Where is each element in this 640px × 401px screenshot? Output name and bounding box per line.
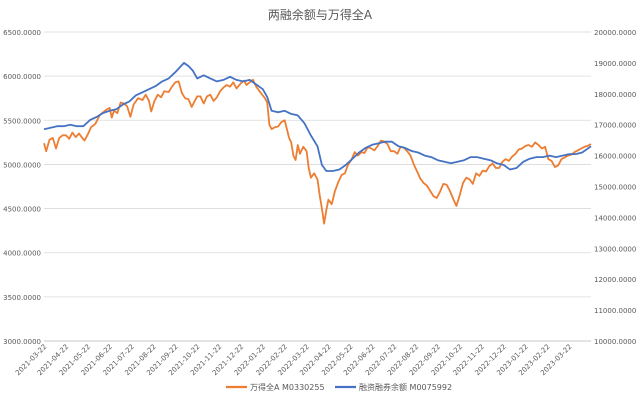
left-axis: 3000.0000 3500.0000 4000.0000 4500.0000 5000… [3, 29, 41, 346]
right-tick-label: 17000.0000 [594, 122, 636, 130]
chart-title: 两融余额与万得全A [268, 7, 373, 22]
right-tick-label: 14000.0000 [594, 214, 636, 222]
right-tick-label: 18000.0000 [594, 91, 636, 99]
legend: 万得全A M0330255 融资融券余额 M0075992 [226, 382, 452, 392]
left-tick-label: 4500.0000 [3, 206, 41, 214]
left-tick-label: 3000.0000 [3, 338, 41, 346]
left-tick-label: 4000.0000 [3, 250, 41, 258]
right-tick-label: 16000.0000 [594, 153, 636, 161]
legend-label-margin-balance: 融资融券余额 M0075992 [359, 382, 452, 392]
left-tick-label: 3500.0000 [3, 294, 41, 302]
right-tick-label: 10000.0000 [594, 338, 636, 346]
series-line-wind-a [43, 78, 592, 225]
right-axis: 10000.0000 11000.0000 12000.0000 13000.0000… [594, 29, 636, 346]
legend-label-wind-a: 万得全A M0330255 [250, 382, 325, 392]
right-tick-label: 11000.0000 [594, 307, 636, 315]
right-tick-label: 20000.0000 [594, 29, 636, 37]
left-tick-label: 6000.0000 [3, 73, 41, 81]
gridlines [44, 31, 591, 342]
right-tick-label: 19000.0000 [594, 60, 636, 68]
right-tick-label: 15000.0000 [594, 184, 636, 192]
left-tick-label: 6500.0000 [3, 29, 41, 37]
right-tick-label: 13000.0000 [594, 245, 636, 253]
right-tick-label: 12000.0000 [594, 276, 636, 284]
left-tick-label: 5500.0000 [3, 117, 41, 125]
series-line-margin-balance [43, 62, 592, 172]
left-tick-label: 5000.0000 [3, 161, 41, 169]
plot-series [43, 62, 592, 225]
